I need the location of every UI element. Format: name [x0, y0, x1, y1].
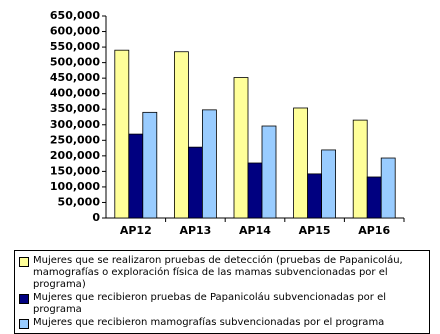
chart: 0 50,000 100,000 150,000 200,000 250,000 300,0… — [50, 9, 405, 237]
bar — [201, 109, 217, 219]
legend-label: Mujeres que recibieron mamografías subve… — [33, 317, 385, 328]
bar — [366, 176, 382, 219]
y-tick-label: 400,000 — [50, 87, 100, 100]
y-tick-label: 600,000 — [50, 25, 100, 38]
legend-swatch — [19, 319, 29, 329]
bar — [321, 149, 337, 219]
x-tick-label: AP16 — [358, 224, 390, 237]
x-tick-label: AP15 — [299, 224, 331, 237]
legend-swatch — [19, 294, 29, 304]
bar — [293, 107, 309, 219]
legend: Mujeres que se realizaron pruebas de det… — [14, 250, 430, 334]
legend-item: Mujeres que recibieron mamografías subve… — [19, 317, 425, 329]
bar — [247, 162, 263, 219]
y-tick-label: 500,000 — [50, 56, 100, 69]
legend-swatch — [19, 257, 29, 267]
page: 0 50,000 100,000 150,000 200,000 250,000 300,0… — [14, 9, 430, 334]
y-tick-label: 250,000 — [50, 133, 100, 146]
y-tick-label: 150,000 — [50, 164, 100, 177]
y-tick-label: 450,000 — [50, 71, 100, 84]
x-tick-label: AP13 — [179, 224, 211, 237]
bar — [142, 111, 158, 219]
bar — [261, 125, 277, 219]
y-tick-label: 200,000 — [50, 149, 100, 162]
y-tick-label: 650,000 — [50, 9, 100, 22]
y-tick-label: 0 — [92, 211, 100, 224]
bar — [352, 119, 368, 219]
x-tick-label: AP12 — [120, 224, 152, 237]
y-tick-label: 300,000 — [50, 118, 100, 131]
x-tick-label: AP14 — [239, 224, 271, 237]
y-tick-label: 350,000 — [50, 102, 100, 115]
bar — [380, 157, 396, 219]
legend-item: Mujeres que se realizaron pruebas de det… — [19, 255, 425, 291]
legend-item: Mujeres que recibieron pruebas de Papani… — [19, 292, 425, 316]
bar — [128, 133, 144, 219]
legend-label: Mujeres que recibieron pruebas de Papani… — [33, 292, 387, 315]
y-tick-label: 100,000 — [50, 180, 100, 193]
bar — [233, 77, 249, 219]
legend-label: Mujeres que se realizaron pruebas de det… — [33, 255, 403, 290]
y-tick-label: 550,000 — [50, 40, 100, 53]
bar — [173, 51, 189, 219]
bar — [307, 173, 323, 219]
bar — [114, 49, 130, 219]
bar — [187, 146, 203, 219]
y-tick-label: 50,000 — [58, 195, 101, 208]
